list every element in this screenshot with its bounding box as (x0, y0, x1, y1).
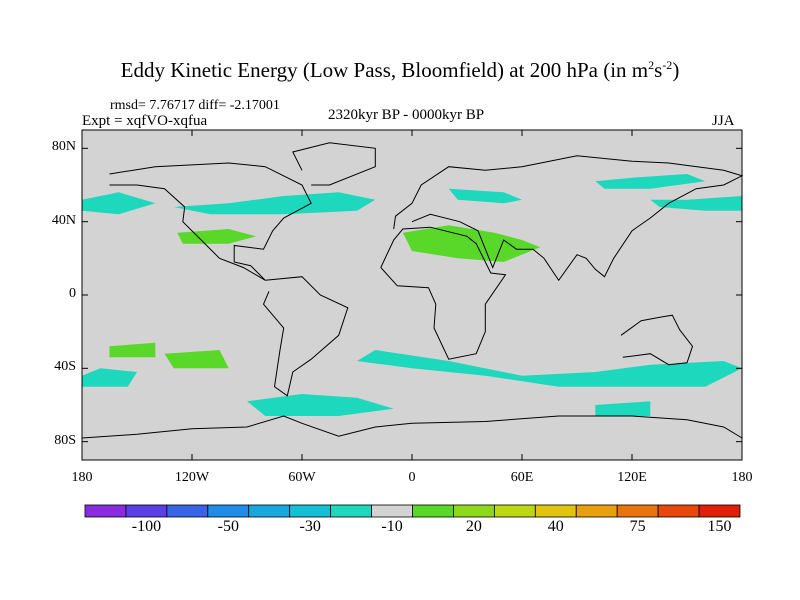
colorbar-swatch (616, 504, 659, 518)
x-tick-label: 180 (731, 470, 753, 485)
colorbar-swatch (534, 504, 577, 518)
x-tick-label: 180 (71, 470, 93, 485)
region-north-africa-middle-east (402, 225, 541, 262)
coast-africa (380, 226, 507, 360)
colorbar-swatch (412, 504, 454, 518)
colorbar-label: 150 (707, 518, 732, 535)
coast-australia (620, 314, 694, 366)
colorbar-swatch (330, 504, 372, 518)
y-tick-label: 40S (54, 359, 76, 375)
region-southern-ocean-band (357, 350, 742, 387)
colorbar-label: -50 (217, 518, 239, 535)
x-tick-label: 120E (617, 470, 647, 485)
coast-greenland (292, 142, 376, 186)
colorbar-swatch (125, 504, 168, 518)
region-east-siberia-band (595, 174, 706, 189)
region-south-pacific-green-2 (164, 350, 229, 369)
coastlines (81, 142, 744, 439)
experiment-label: Expt = xqfVO-xqfua (82, 113, 208, 129)
colorbar-label: 40 (547, 518, 564, 535)
anomaly-regions (82, 174, 742, 416)
colorbar-swatch (248, 504, 291, 518)
colorbar-label: -30 (299, 518, 321, 535)
colorbar-label: -10 (381, 518, 403, 535)
region-south-america-south (247, 394, 394, 416)
x-tick-label: 120W (174, 470, 210, 485)
y-tick-label: 0 (69, 286, 76, 301)
region-subtropic-us (177, 229, 257, 244)
coast-antarctica (81, 415, 743, 439)
coast-north-america (109, 162, 312, 281)
region-indian-ocean-patch (595, 401, 651, 416)
season-label: JJA (712, 113, 735, 129)
x-tick-label: 60W (288, 470, 316, 485)
colorbar-swatch (84, 504, 127, 518)
x-tick-label: 0 (408, 470, 416, 485)
colorbar-swatch (698, 504, 741, 518)
colorbar-swatch (371, 504, 413, 518)
colorbar-swatch (289, 504, 332, 518)
region-west-asia-band (650, 196, 742, 211)
y-tick-label: 80S (54, 432, 76, 448)
colorbar-label: 75 (629, 518, 646, 535)
colorbar-swatch (207, 504, 250, 518)
region-north-pacific-band-west (82, 192, 156, 215)
coast-south-america (262, 276, 349, 397)
colorbar-swatch (575, 504, 618, 518)
x-tick-label: 60E (510, 470, 534, 485)
coast-eurasia (393, 155, 744, 282)
y-tick-label: 40N (51, 212, 76, 228)
colorbar-swatch (166, 504, 209, 518)
colorbar-label: 20 (465, 518, 482, 535)
colorbar-swatch (657, 504, 700, 518)
colorbar (84, 504, 741, 518)
chart-title: Eddy Kinetic Energy (Low Pass, Bloomfiel… (120, 58, 680, 82)
region-south-pacific-patch (82, 368, 137, 387)
stats-text: rmsd= 7.76717 diff= -2.17001 (110, 98, 280, 113)
period-label: 2320kyr BP - 0000kyr BP (327, 107, 485, 123)
region-south-pacific-green-1 (109, 342, 156, 358)
colorbar-label: -100 (131, 518, 162, 535)
y-tick-label: 80N (51, 139, 76, 155)
colorbar-swatch (453, 504, 495, 518)
region-north-atlantic-band (173, 192, 376, 215)
colorbar-swatch (493, 504, 536, 518)
region-siberia-band (448, 188, 522, 204)
